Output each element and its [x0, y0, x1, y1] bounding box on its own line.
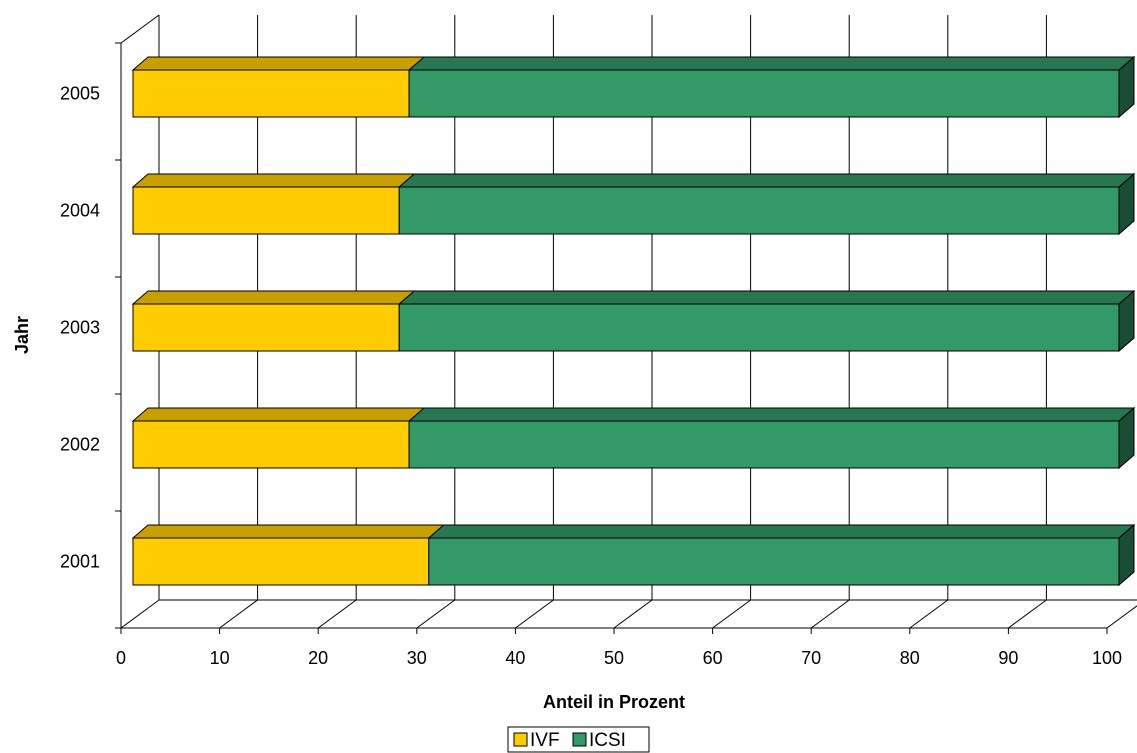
- bars: [131, 55, 1136, 587]
- floor-gridline: [515, 599, 554, 629]
- y-tick-label: 2003: [60, 318, 100, 338]
- bar-ivf-2001: [131, 524, 446, 586]
- floor-gridline: [810, 599, 850, 629]
- x-tick-label: 70: [801, 648, 821, 668]
- x-tick-label: 100: [1092, 648, 1122, 668]
- x-tick-label: 40: [505, 648, 525, 668]
- x-tick-label: 10: [210, 648, 230, 668]
- bar-icsi-2001: [427, 523, 1136, 587]
- floor-gridline: [613, 599, 653, 629]
- x-tick-label: 50: [604, 648, 624, 668]
- floor-gridline: [909, 599, 949, 629]
- floor-gridline: [1106, 605, 1137, 629]
- floor-gridline: [219, 599, 258, 629]
- y-tick-label: 2002: [60, 435, 100, 455]
- x-tick-label: 30: [407, 648, 427, 668]
- legend-swatch-icsi: [572, 732, 587, 747]
- floor-gridline: [416, 599, 456, 629]
- bar-ivf-2002: [131, 407, 426, 469]
- legend-label-ivf: IVF: [530, 730, 560, 751]
- legend: IVF ICSI: [507, 726, 650, 753]
- y-tick-label: 2004: [60, 201, 100, 221]
- x-tick-label: 60: [703, 648, 723, 668]
- y-axis-title: Jahr: [12, 316, 32, 354]
- bar-icsi-2003: [397, 289, 1136, 353]
- bar-icsi-2005: [407, 55, 1136, 119]
- bar-ivf-2004: [131, 173, 416, 235]
- floor-gridline: [317, 599, 357, 629]
- floor-gridline: [1008, 599, 1047, 629]
- legend-swatch-ivf: [513, 732, 528, 747]
- x-tick-label: 20: [308, 648, 328, 668]
- bar-icsi-2002: [407, 406, 1136, 470]
- bar-ivf-2003: [131, 290, 416, 352]
- legend-label-icsi: ICSI: [589, 730, 626, 751]
- bar-ivf-2005: [131, 56, 426, 118]
- floor-gridline: [712, 599, 751, 629]
- x-tick-label: 80: [900, 648, 920, 668]
- wall-edge: [120, 14, 160, 44]
- x-axis-title: Anteil in Prozent: [543, 692, 685, 712]
- y-tick-label: 2005: [60, 84, 100, 104]
- floor-gridline: [120, 599, 160, 629]
- tick-labels: 0 10 20 30 40 50 60 70 80 90 100 2001 2002 2003 2004 20…: [60, 84, 1122, 669]
- y-tick-label: 2001: [60, 552, 100, 572]
- x-tick-label: 90: [998, 648, 1018, 668]
- x-tick-label: 0: [116, 648, 126, 668]
- bar-icsi-2004: [397, 172, 1136, 236]
